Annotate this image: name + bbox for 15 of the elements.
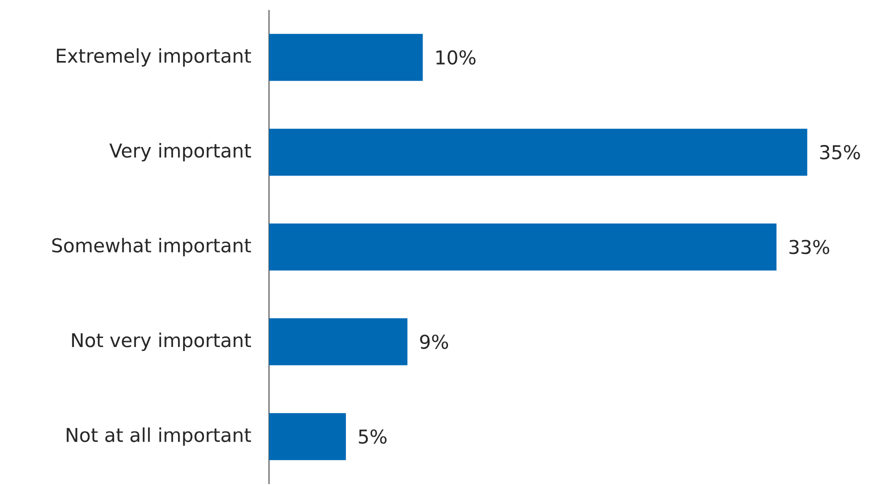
bar: [269, 318, 408, 366]
y-tick-label: Somewhat important: [52, 238, 252, 256]
y-tick-label: Extremely important: [56, 48, 252, 67]
bar: [269, 34, 423, 82]
data-label: 35%: [820, 145, 860, 160]
data-label: 10%: [436, 50, 476, 65]
y-tick-label: Not very important: [72, 332, 252, 352]
data-label: 33%: [789, 240, 830, 254]
bar: [269, 413, 346, 460]
y-tick-label: Very important: [109, 143, 252, 162]
data-label: 5%: [358, 430, 387, 444]
bar: [269, 128, 808, 176]
data-label: 9%: [420, 334, 448, 350]
bar: [269, 224, 776, 271]
y-tick-label: Not at all important: [66, 428, 252, 446]
